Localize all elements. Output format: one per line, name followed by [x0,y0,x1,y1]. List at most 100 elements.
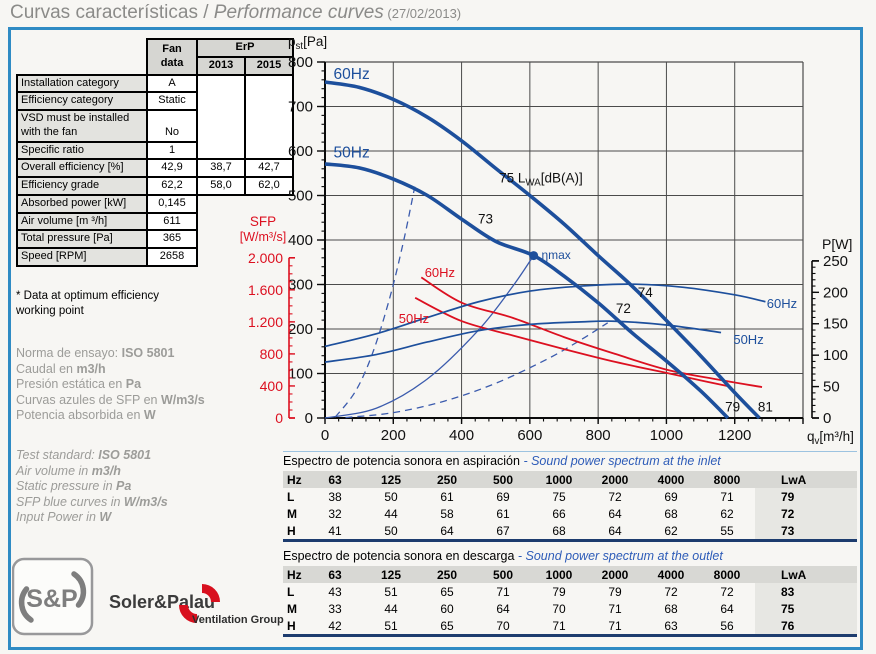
sound-col-header: 63 [307,471,363,488]
sound-value-cell: 64 [496,601,510,616]
chart-annotation: 73 [478,212,493,227]
erp-empty-cell [196,73,246,161]
fan-row-value: 62,2 [146,176,198,196]
sound-header-row: Hz 63 125 250 500 1000 2000 4000 8000 LwA [283,566,857,583]
fan-data-header: Fan data [146,38,198,76]
title-english: Performance curves [213,2,384,23]
chart-annotation: 74 [638,285,654,300]
erp-2013-value: 38,7 [196,158,246,178]
spacer-cell [17,39,147,75]
p-tick-label: 250 [823,253,848,270]
fan-row-label: Specific ratio [16,140,148,161]
logo-graphic: S&P Soler&Palau Ventilation Group [11,557,284,636]
series-power-60hz [324,283,766,348]
fan-table-row: Efficiency category Static [16,91,293,111]
sound-col-header: 500 [475,566,531,583]
y-axis-tick-label: 0 [305,410,313,427]
sound-value-cell: 70 [496,618,510,633]
note-line: Air volume in m3/h [16,464,168,480]
sound-col-header: LwA [755,471,857,488]
sound-value-cell: 64 [440,523,454,538]
note-line: Potencia absorbida en W [16,408,205,424]
sound-data-row: H 42 51 65 70 71 71 63 56 76 [283,617,857,634]
logo: S&P Soler&Palau Ventilation Group [11,556,292,648]
sound-value-cell: 33 [328,601,342,616]
sound-table-block: Espectro de potencia sonora en aspiració… [283,451,857,542]
y-axis-tick-label: 700 [288,99,313,116]
erp-year-header: 2013 [196,55,246,76]
p-tick-label: 100 [823,347,848,364]
y-axis-tick-label: 500 [288,188,313,205]
sound-lwa-cell: 76 [755,617,857,634]
sound-tables: Espectro de potencia sonora en aspiració… [283,451,857,642]
note-line: SFP blue curves in W/m3/s [16,495,168,511]
note-segment: Caudal en [16,361,77,376]
sound-value-cell: 63 [664,618,678,633]
erp-2013-value: 58,0 [196,176,246,196]
sound-col-header: 500 [475,471,531,488]
sound-band-cell: H [287,618,296,633]
sound-value-cell: 60 [440,601,454,616]
p-axis-title: P[W] [822,236,852,252]
sfp-axis-unit: [W/m³/s] [240,230,287,244]
sound-value-cell: 61 [440,489,454,504]
sound-value-cell: 58 [440,506,454,521]
chart-annotation: ηmax [541,248,570,262]
sound-value-cell: 79 [552,584,566,599]
sound-col-header: 2000 [587,566,643,583]
note-segment: ISO 5801 [121,346,175,360]
sound-data-row: L 43 51 65 71 79 79 72 72 83 [283,583,857,600]
notes-spanish: Norma de ensayo: ISO 5801 Caudal en m3/h P… [16,346,205,424]
p-tick-label: 200 [823,284,848,301]
series-system-curve-dashed-shallow [345,322,609,419]
sound-table: Hz 63 125 250 500 1000 2000 4000 8000 LwA L 38 50 61 6… [283,471,857,539]
sound-col-header: 8000 [699,471,755,488]
sound-value-cell: 68 [664,506,678,521]
sound-col-header: Hz [283,566,307,583]
sound-col-header: 63 [307,566,363,583]
sound-value-cell: 71 [608,601,622,616]
sound-value-cell: 61 [496,506,510,521]
chart-annotation: 50Hz [334,145,370,162]
sound-value-cell: 51 [384,584,398,599]
page-title: Curvas características / Performance cur… [10,2,461,24]
chart-annotation: 50Hz [733,332,763,347]
sound-table: Hz 63 125 250 500 1000 2000 4000 8000 LwA L 43 51 65 7… [283,566,857,634]
sound-value-cell: 71 [496,584,510,599]
sound-data-row: M 33 44 60 64 70 71 68 64 75 [283,600,857,617]
sound-band-cell: M [287,506,297,521]
series-pressure-60hz [324,80,761,420]
fan-table-row: Overall efficiency [%] 42,9 38,7 42,7 [16,158,294,178]
fan-row-label: VSD must be installed with the fan [16,109,148,143]
fan-row-label: Speed [RPM] [16,247,148,267]
p-tick-label: 50 [823,379,840,396]
sound-value-cell: 71 [608,618,622,633]
note-segment: Pa [116,479,132,493]
chart-annotation: 50Hz [399,311,429,326]
sound-col-header: 125 [363,566,419,583]
erp-2015-value: 62,0 [244,176,294,196]
fan-row-value: A [146,73,198,94]
sound-value-cell: 65 [440,618,454,633]
fan-row-label: Efficiency grade [16,176,148,196]
logo-box [11,557,94,636]
x-axis-tick-label: 400 [449,427,474,444]
p-tick-label: 0 [823,410,831,427]
p-tick-label: 150 [823,316,848,333]
fan-row-label: Efficiency category [16,91,148,111]
fan-header-row2: 2013 2015 [17,55,294,76]
x-axis-tick-label: 1000 [650,427,683,444]
note-line: Input Power in W [16,510,168,526]
note-segment: Potencia absorbida en [16,408,144,422]
erp-header: ErP [196,38,294,58]
sound-value-cell: 64 [720,601,734,616]
note-segment: Input Power in [16,510,100,524]
note-segment: W [99,510,112,524]
sfp-tick-label: 1.600 [248,282,283,298]
content-frame [8,27,863,650]
fan-row-label: Overall efficiency [%] [16,158,148,178]
note-segment: W/m3/s [123,494,168,509]
sound-data-row: L 38 50 61 69 75 72 69 71 79 [283,488,857,505]
sound-value-cell: 62 [720,506,734,521]
